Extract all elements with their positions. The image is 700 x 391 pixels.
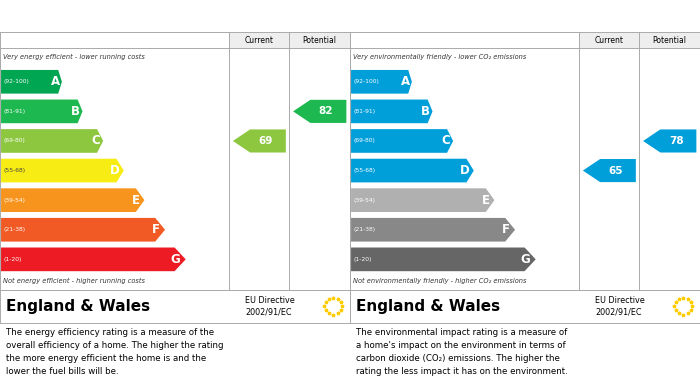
- Text: (55-68): (55-68): [354, 168, 376, 173]
- Polygon shape: [293, 100, 346, 123]
- Text: Energy Efficiency Rating: Energy Efficiency Rating: [6, 10, 177, 23]
- Text: EU Directive
2002/91/EC: EU Directive 2002/91/EC: [595, 296, 645, 317]
- Text: G: G: [520, 253, 530, 266]
- Text: (81-91): (81-91): [4, 109, 26, 114]
- Text: (69-80): (69-80): [4, 138, 25, 143]
- Polygon shape: [351, 129, 453, 153]
- Bar: [580, 32, 700, 48]
- Text: Not energy efficient - higher running costs: Not energy efficient - higher running co…: [3, 278, 145, 284]
- Polygon shape: [351, 188, 494, 212]
- Text: Current: Current: [245, 36, 274, 45]
- Text: (39-54): (39-54): [354, 198, 375, 203]
- Polygon shape: [351, 248, 536, 271]
- Text: E: E: [482, 194, 490, 207]
- Text: C: C: [91, 135, 100, 147]
- Polygon shape: [233, 129, 286, 152]
- Text: Potential: Potential: [652, 36, 687, 45]
- Polygon shape: [1, 218, 165, 242]
- Polygon shape: [1, 248, 186, 271]
- Text: E: E: [132, 194, 140, 207]
- Text: (21-38): (21-38): [4, 227, 26, 232]
- Text: D: D: [461, 164, 470, 177]
- Text: 78: 78: [668, 136, 683, 146]
- Text: C: C: [441, 135, 450, 147]
- Bar: [230, 32, 350, 48]
- Text: Potential: Potential: [302, 36, 337, 45]
- Polygon shape: [1, 100, 83, 123]
- Text: B: B: [71, 105, 80, 118]
- Text: England & Wales: England & Wales: [6, 299, 150, 314]
- Text: (55-68): (55-68): [4, 168, 26, 173]
- Text: (69-80): (69-80): [354, 138, 375, 143]
- Text: Very environmentally friendly - lower CO₂ emissions: Very environmentally friendly - lower CO…: [353, 54, 526, 60]
- Text: F: F: [502, 223, 510, 236]
- Text: B: B: [421, 105, 430, 118]
- Polygon shape: [1, 159, 124, 183]
- Text: 65: 65: [608, 165, 623, 176]
- Text: (1-20): (1-20): [4, 257, 22, 262]
- Polygon shape: [1, 129, 103, 153]
- Text: F: F: [152, 223, 160, 236]
- Polygon shape: [351, 218, 515, 242]
- Text: The environmental impact rating is a measure of
a home's impact on the environme: The environmental impact rating is a mea…: [356, 328, 568, 376]
- Polygon shape: [1, 188, 144, 212]
- Text: The energy efficiency rating is a measure of the
overall efficiency of a home. T: The energy efficiency rating is a measur…: [6, 328, 224, 376]
- Text: Not environmentally friendly - higher CO₂ emissions: Not environmentally friendly - higher CO…: [353, 278, 526, 284]
- Text: Current: Current: [595, 36, 624, 45]
- Text: Very energy efficient - lower running costs: Very energy efficient - lower running co…: [3, 54, 145, 60]
- Text: 69: 69: [258, 136, 273, 146]
- Polygon shape: [351, 100, 433, 123]
- Text: Environmental Impact (CO₂) Rating: Environmental Impact (CO₂) Rating: [355, 10, 601, 23]
- Text: D: D: [111, 164, 120, 177]
- Text: EU Directive
2002/91/EC: EU Directive 2002/91/EC: [245, 296, 295, 317]
- Polygon shape: [583, 159, 636, 182]
- Polygon shape: [1, 70, 62, 93]
- Text: (92-100): (92-100): [4, 79, 29, 84]
- Polygon shape: [351, 159, 474, 183]
- Text: (39-54): (39-54): [4, 198, 25, 203]
- Text: (21-38): (21-38): [354, 227, 376, 232]
- Text: (92-100): (92-100): [354, 79, 379, 84]
- Text: 82: 82: [319, 106, 333, 117]
- Text: (1-20): (1-20): [354, 257, 372, 262]
- Text: G: G: [170, 253, 180, 266]
- Text: A: A: [51, 75, 60, 88]
- Polygon shape: [643, 129, 696, 152]
- Text: England & Wales: England & Wales: [356, 299, 500, 314]
- Text: (81-91): (81-91): [354, 109, 376, 114]
- Polygon shape: [351, 70, 412, 93]
- Text: A: A: [401, 75, 410, 88]
